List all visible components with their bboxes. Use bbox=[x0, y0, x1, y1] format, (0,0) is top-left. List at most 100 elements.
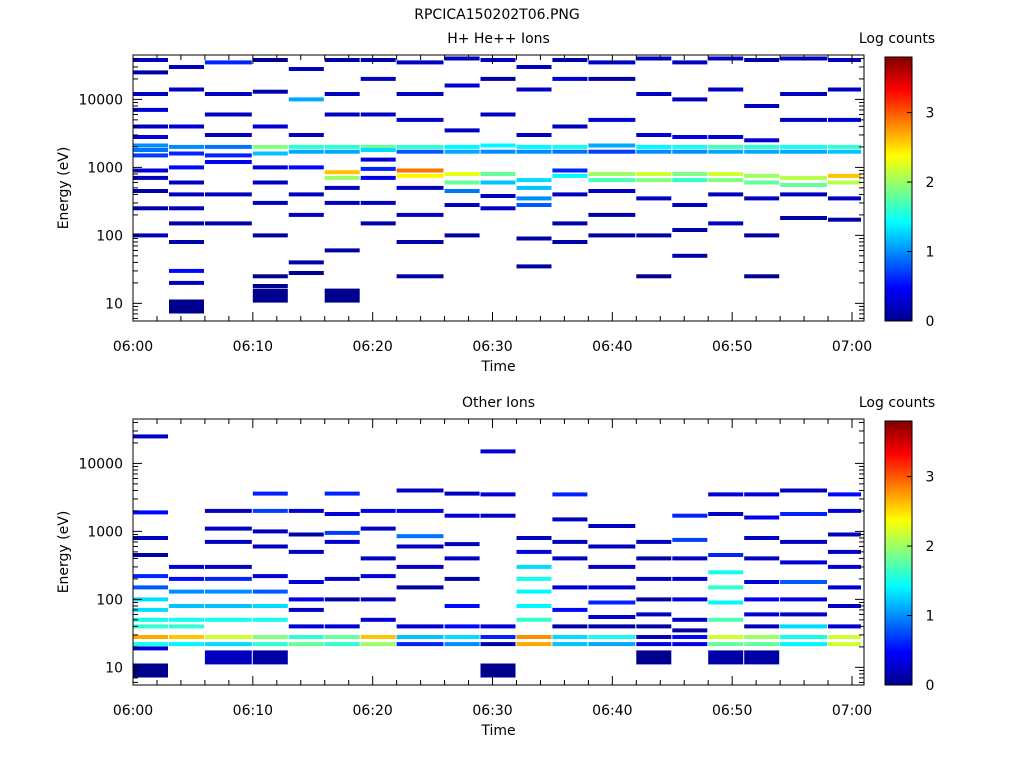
heatmap-cell bbox=[588, 635, 636, 639]
heatmap-cell bbox=[204, 112, 252, 117]
heatmap-cell bbox=[444, 624, 480, 629]
heatmap-cell bbox=[360, 157, 396, 162]
heatmap-cell bbox=[708, 650, 744, 665]
heatmap-cell bbox=[444, 56, 480, 61]
heatmap-cell bbox=[324, 491, 360, 496]
y-tick-label: 100 bbox=[96, 592, 123, 608]
heatmap-cell bbox=[204, 192, 252, 197]
heatmap-cell bbox=[588, 149, 636, 154]
heatmap-cell bbox=[324, 530, 360, 535]
heatmap-cell bbox=[744, 580, 780, 584]
heatmap-cell bbox=[169, 576, 204, 581]
heatmap-cell bbox=[828, 585, 861, 590]
heatmap-cell bbox=[169, 617, 204, 622]
heatmap-cell bbox=[636, 635, 672, 639]
heatmap-cell bbox=[252, 617, 288, 622]
heatmap-cell bbox=[480, 143, 516, 148]
heatmap-cell bbox=[588, 524, 636, 528]
heatmap-cell bbox=[324, 144, 360, 149]
heatmap-cell bbox=[324, 288, 360, 303]
heatmap-cell bbox=[828, 217, 861, 222]
x-tick-label: 06:50 bbox=[712, 703, 752, 719]
y-axis: 10 100 1000 10000 bbox=[78, 421, 864, 683]
heatmap-cell bbox=[169, 299, 204, 314]
heatmap-cell bbox=[396, 185, 444, 190]
heatmap-cell bbox=[744, 173, 780, 178]
heatmap-cell bbox=[252, 165, 288, 170]
heatmap-cell bbox=[133, 70, 168, 75]
heatmap-cell bbox=[324, 185, 360, 190]
heatmap-cell bbox=[133, 624, 168, 629]
heatmap-cell bbox=[780, 216, 827, 220]
heatmap-cell bbox=[360, 175, 396, 180]
heatmap-cell bbox=[708, 600, 744, 605]
heatmap-cell bbox=[252, 635, 288, 639]
heatmap-cell bbox=[516, 144, 552, 149]
heatmap-cell bbox=[636, 172, 672, 176]
heatmap-cell bbox=[252, 284, 288, 288]
heatmap-cell bbox=[552, 124, 588, 129]
heatmap-cell bbox=[744, 58, 780, 62]
heatmap-cell bbox=[396, 508, 444, 513]
heatmap-cell bbox=[444, 128, 480, 133]
x-tick-label: 06:30 bbox=[472, 339, 512, 355]
x-tick-label: 06:10 bbox=[233, 703, 273, 719]
colorbar-gradient bbox=[884, 56, 913, 322]
heatmap-cell bbox=[636, 233, 672, 238]
heatmap-cell bbox=[133, 574, 168, 579]
heatmap-cell bbox=[133, 168, 168, 173]
heatmap-cell bbox=[204, 617, 252, 622]
heatmap-cell bbox=[744, 556, 780, 561]
heatmap-cell bbox=[636, 556, 672, 561]
heatmap-cell bbox=[552, 192, 588, 197]
heatmap-cell bbox=[169, 165, 204, 170]
heatmap-cell bbox=[672, 576, 708, 581]
heatmap-cell bbox=[552, 517, 588, 522]
heatmap-cell bbox=[780, 175, 827, 180]
heatmap-cell bbox=[552, 58, 588, 62]
y-axis-label: Energy (eV) bbox=[56, 511, 72, 594]
heatmap-cell bbox=[324, 576, 360, 581]
heatmap-cell bbox=[480, 112, 516, 117]
heatmap-cell bbox=[828, 642, 861, 647]
heatmap-cell bbox=[360, 112, 396, 117]
heatmap-cell bbox=[252, 589, 288, 594]
colorbar-label: Log counts bbox=[859, 31, 935, 47]
heatmap-cell bbox=[252, 650, 288, 665]
heatmap-cell bbox=[636, 274, 672, 279]
heatmap-cell bbox=[780, 612, 827, 617]
heatmap-cell bbox=[252, 274, 288, 279]
heatmap-cell bbox=[480, 624, 516, 629]
heatmap-cell bbox=[636, 133, 672, 137]
heatmap-cell bbox=[480, 194, 516, 198]
heatmap-cell bbox=[672, 203, 708, 207]
heatmap-cell bbox=[169, 87, 204, 92]
heatmap-cell bbox=[780, 539, 827, 544]
x-tick-label: 06:00 bbox=[113, 703, 153, 719]
heatmap-cell bbox=[588, 76, 636, 81]
heatmap-cell bbox=[252, 151, 288, 156]
y-tick-label: 100 bbox=[96, 228, 123, 244]
heatmap-cell bbox=[636, 650, 672, 665]
heatmap-cell bbox=[744, 597, 780, 602]
heatmap-cell bbox=[444, 144, 480, 149]
heatmap-cell bbox=[169, 642, 204, 647]
heatmap-cell bbox=[252, 180, 288, 185]
heatmap-cell bbox=[516, 536, 552, 540]
heatmap-cell bbox=[133, 92, 168, 96]
heatmap-cell bbox=[516, 549, 552, 554]
x-tick-label: 07:00 bbox=[832, 339, 872, 355]
heatmap-cell bbox=[516, 203, 552, 207]
heatmap-cell bbox=[552, 221, 588, 226]
heatmap-cell bbox=[252, 604, 288, 608]
y-tick-label: 10000 bbox=[78, 92, 123, 108]
heatmap-cell bbox=[288, 549, 324, 554]
heatmap-cell bbox=[516, 185, 552, 190]
heatmap-cell bbox=[516, 642, 552, 647]
heatmap-cell bbox=[324, 512, 360, 516]
heatmap-cells bbox=[133, 434, 861, 678]
heatmap-cell bbox=[396, 274, 444, 279]
heatmap-cell bbox=[480, 206, 516, 211]
heatmap-cell bbox=[672, 178, 708, 183]
x-tick-label: 06:40 bbox=[592, 339, 632, 355]
